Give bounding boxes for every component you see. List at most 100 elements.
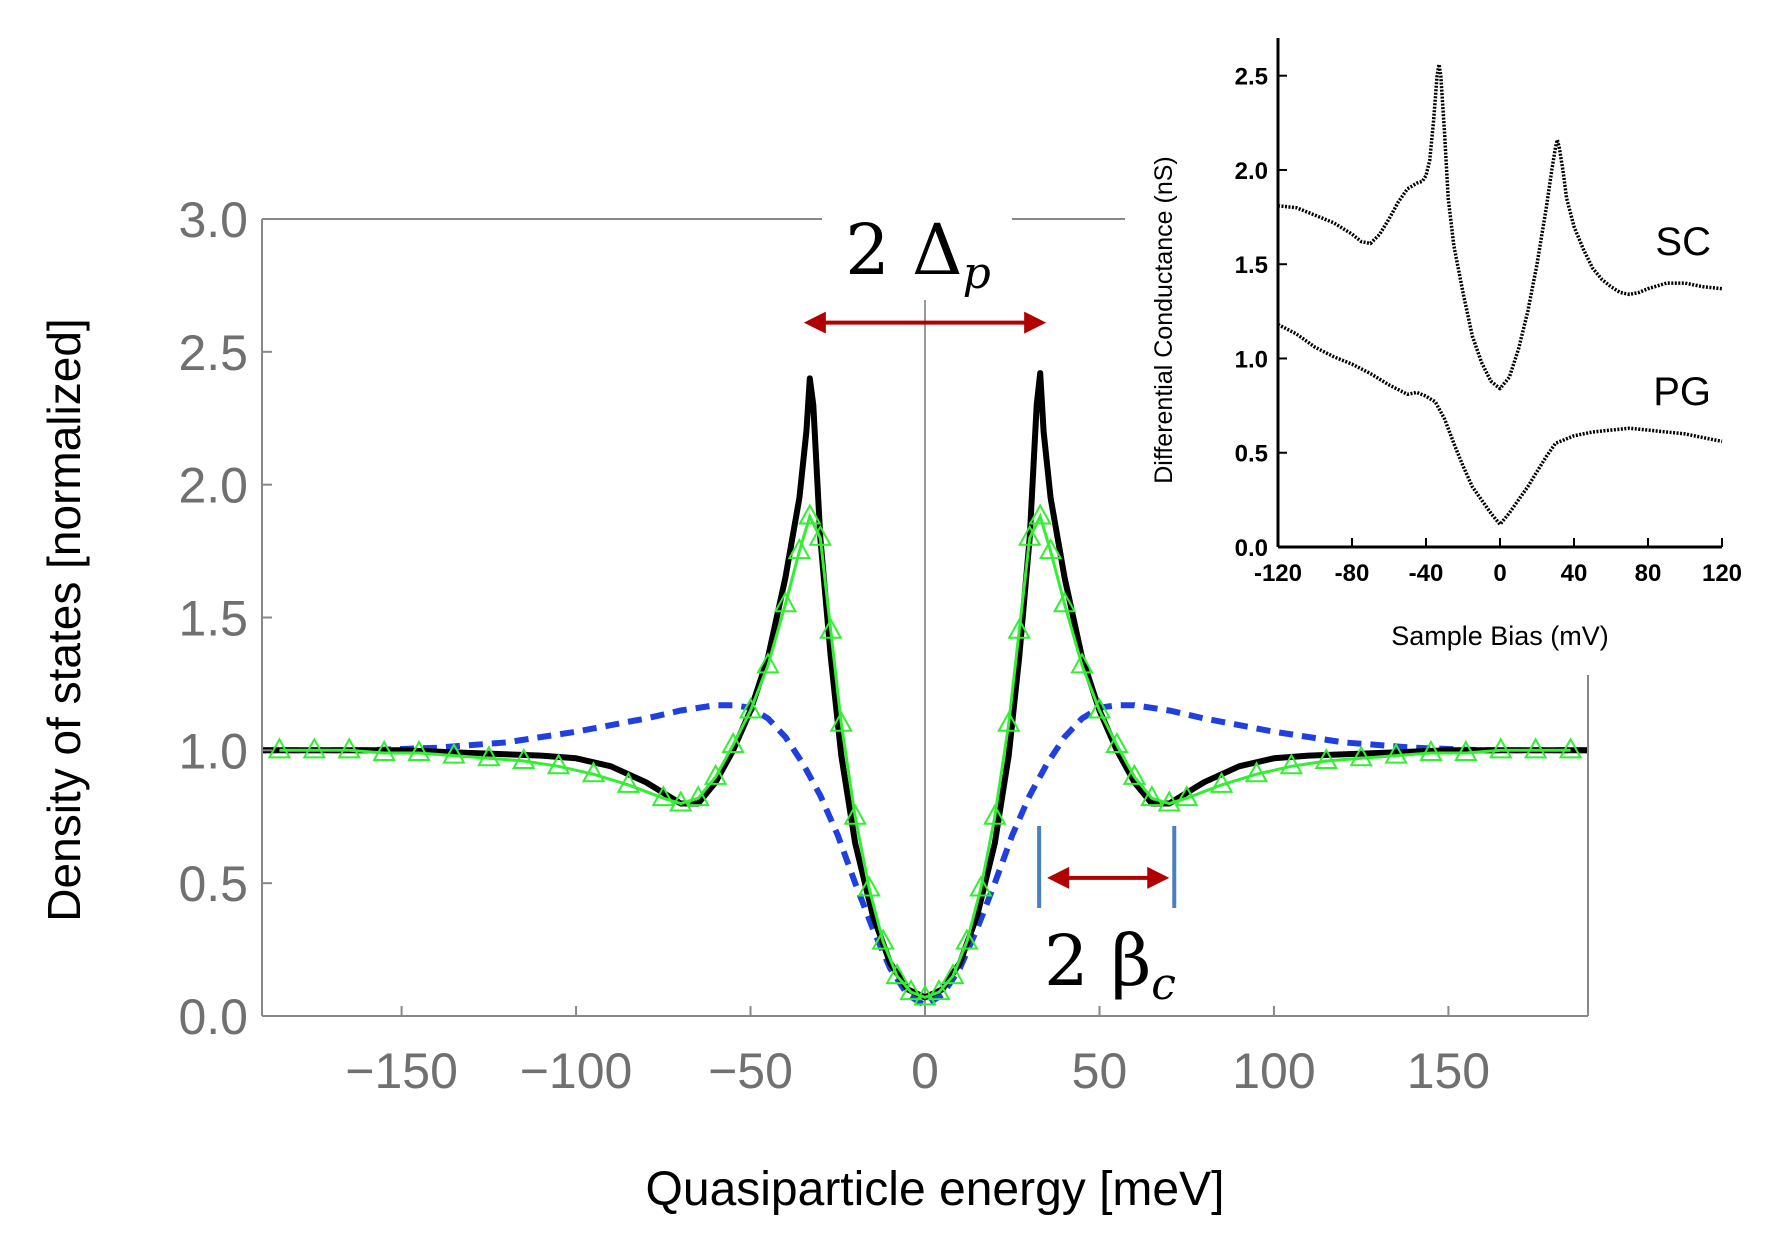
inset-y-axis-label: Differential Conductance (nS) — [1150, 156, 1178, 484]
pg-series-label: PG — [1653, 370, 1711, 414]
inset-x-tick-label: 80 — [1635, 560, 1662, 587]
gap-label-main: 2 Δ — [845, 209, 962, 291]
green-triangle-point — [927, 979, 951, 1001]
green-triangle-point — [616, 771, 641, 793]
main-chart: 2 Δp 2 βc −150 −100 −50 0 50 100 150 0.0 0.5 1.0 1.… — [38, 192, 1589, 1216]
green-triangle-point — [546, 753, 571, 775]
main-series-layer — [262, 300, 1588, 1016]
green-triangle-point — [721, 731, 745, 754]
green-triangle-point — [669, 790, 693, 812]
beta-label: 2 βc — [1044, 920, 1176, 1010]
green-triangle-point — [337, 737, 361, 759]
green-triangle-point — [798, 503, 822, 525]
inset-axes-layer: -120 -80 -40 0 40 80 120 0.0 0.5 1.0 1.5 2.0 2.5 — [1235, 38, 1742, 587]
main-y-tick-label: 2.5 — [178, 325, 248, 381]
green-triangle-curve — [279, 512, 1571, 1000]
inset-chart: -120 -80 -40 0 40 80 120 0.0 0.5 1.0 1.5 2.0 2.5 Sam… — [1130, 20, 1775, 675]
inset-y-tick-label: 0.0 — [1235, 535, 1268, 562]
main-axes-layer: −150 −100 −50 0 50 100 150 0.0 0.5 1.0 1.5 2.0 2.5 3.… — [178, 192, 1589, 1099]
green-triangle-point — [1384, 742, 1408, 764]
sc-curve — [1277, 62, 1723, 391]
gap-arrow-head-right — [1024, 311, 1047, 334]
green-triangle-point — [997, 710, 1021, 732]
green-triangle-point — [941, 963, 965, 985]
green-triangle-point — [1157, 790, 1181, 812]
inset-y-tick-label: 0.5 — [1235, 441, 1268, 468]
main-y-tick-label: 3.0 — [178, 192, 248, 248]
green-triangle-point — [1105, 731, 1129, 754]
green-triangle-point — [302, 737, 327, 759]
green-triangle-point — [477, 745, 501, 767]
inset-y-tick-label: 1.5 — [1235, 252, 1268, 279]
green-triangle-point — [899, 979, 923, 1001]
beta-label-main: 2 β — [1044, 920, 1151, 1002]
inset-y-tick-label: 1.0 — [1235, 346, 1268, 373]
inset-x-tick-label: 40 — [1561, 560, 1588, 587]
main-x-tick-label: −100 — [520, 1043, 633, 1099]
main-x-axis-label: Quasiparticle energy [meV] — [646, 1163, 1225, 1216]
main-y-tick-label: 1.0 — [178, 723, 248, 779]
main-y-tick-label: 1.5 — [178, 591, 248, 647]
green-triangle-point — [1523, 737, 1548, 759]
main-x-tick-label: −150 — [345, 1043, 458, 1099]
green-triangle-point — [1038, 538, 1063, 560]
green-triangle-point — [819, 617, 843, 639]
green-triangle-point — [773, 591, 798, 613]
sc-series-label: SC — [1655, 220, 1711, 264]
green-triangle-point — [808, 524, 833, 546]
inset-x-axis-label: Sample Bias (mV) — [1391, 621, 1609, 651]
green-triangle-point — [969, 875, 993, 897]
green-triangle-point — [651, 785, 675, 807]
green-triangle-point — [267, 737, 292, 759]
inset-x-tick-label: 0 — [1493, 560, 1506, 587]
green-triangle-point — [983, 803, 1007, 825]
green-triangle-point — [1419, 739, 1443, 761]
green-triangle-point — [1349, 745, 1373, 767]
green-triangle-point — [1279, 753, 1304, 775]
green-triangle-point — [1314, 747, 1338, 769]
gap-label-subscript: p — [963, 248, 991, 299]
green-triangle-point — [857, 875, 881, 897]
green-triangle-point — [1007, 617, 1031, 639]
gap-arrow-head-left — [803, 311, 826, 334]
green-triangle-point — [1489, 737, 1513, 759]
main-x-tick-label: 50 — [1072, 1043, 1128, 1099]
green-triangle-point — [955, 928, 979, 950]
main-y-tick-label: 2.0 — [178, 458, 248, 514]
beta-arrow — [1047, 866, 1170, 889]
green-triangle-point — [1140, 785, 1164, 807]
beta-arrow-head-left — [1047, 866, 1070, 889]
green-triangle-point — [581, 761, 606, 783]
inset-y-tick-label: 2.5 — [1235, 64, 1268, 91]
green-triangle-point — [372, 739, 396, 761]
green-triangle-point — [871, 928, 895, 950]
inset-x-tick-label: -120 — [1254, 560, 1302, 587]
inset-series-layer — [1277, 62, 1723, 527]
main-x-tick-label: 150 — [1407, 1043, 1490, 1099]
green-triangle-point — [1175, 785, 1199, 807]
green-triangle-point — [407, 739, 431, 761]
green-triangle-point — [843, 803, 867, 825]
green-triangle-point — [829, 710, 853, 732]
main-y-axis-label: Density of states [normalized] — [38, 318, 90, 921]
main-annotation-layer: 2 Δp 2 βc — [803, 209, 1177, 1010]
green-triangle-point — [787, 538, 812, 560]
green-triangle-point — [1454, 739, 1478, 761]
green-triangle-point — [885, 963, 909, 985]
beta-arrow-head-right — [1147, 866, 1170, 889]
gap-arrow — [803, 311, 1047, 334]
green-triangle-point — [1244, 761, 1269, 783]
green-triangle-point — [512, 747, 536, 769]
green-triangle-point — [756, 652, 780, 674]
gap-label: 2 Δp — [845, 209, 991, 299]
green-triangle-point — [738, 697, 763, 719]
green-triangle-point — [1122, 763, 1147, 785]
green-triangle-point — [686, 785, 710, 807]
inset-y-tick-label: 2.0 — [1235, 158, 1268, 185]
green-triangle-point — [1087, 697, 1112, 719]
inset-x-tick-label: -40 — [1409, 560, 1444, 587]
inset-x-tick-label: -80 — [1335, 560, 1370, 587]
main-x-tick-label: 0 — [911, 1043, 939, 1099]
green-triangle-point — [703, 763, 728, 785]
